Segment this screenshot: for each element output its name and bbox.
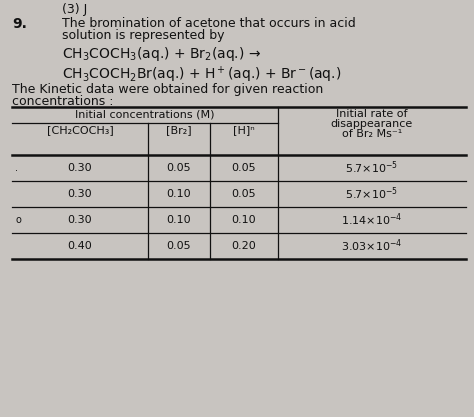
Text: o: o bbox=[15, 215, 21, 225]
Text: 0.05: 0.05 bbox=[167, 163, 191, 173]
Text: 0.05: 0.05 bbox=[232, 163, 256, 173]
Text: 0.05: 0.05 bbox=[167, 241, 191, 251]
Text: CH$_3$COCH$_3$(aq.) + Br$_2$(aq.) →: CH$_3$COCH$_3$(aq.) + Br$_2$(aq.) → bbox=[62, 45, 261, 63]
Text: 0.30: 0.30 bbox=[68, 215, 92, 225]
Text: 0.10: 0.10 bbox=[167, 189, 191, 199]
Text: of Br₂ Ms⁻¹: of Br₂ Ms⁻¹ bbox=[342, 129, 402, 139]
Text: 5.7×10$^{-5}$: 5.7×10$^{-5}$ bbox=[346, 186, 399, 202]
Text: 9.: 9. bbox=[12, 17, 27, 31]
Text: 0.30: 0.30 bbox=[68, 163, 92, 173]
Text: [H]ⁿ: [H]ⁿ bbox=[233, 125, 255, 135]
Text: solution is represented by: solution is represented by bbox=[62, 29, 225, 42]
Text: 0.40: 0.40 bbox=[68, 241, 92, 251]
Text: CH$_3$COCH$_2$Br(aq.) + H$^+$(aq.) + Br$^-$(aq.): CH$_3$COCH$_2$Br(aq.) + H$^+$(aq.) + Br$… bbox=[62, 65, 341, 85]
Text: (3) J: (3) J bbox=[62, 3, 87, 16]
Text: [CH₂COCH₃]: [CH₂COCH₃] bbox=[46, 125, 113, 135]
Text: 3.03×10$^{-4}$: 3.03×10$^{-4}$ bbox=[341, 238, 403, 254]
Text: 0.05: 0.05 bbox=[232, 189, 256, 199]
Text: 0.10: 0.10 bbox=[232, 215, 256, 225]
Text: disappearance: disappearance bbox=[331, 119, 413, 129]
Text: 1.14×10$^{-4}$: 1.14×10$^{-4}$ bbox=[341, 212, 403, 228]
Text: Initial concentrations (M): Initial concentrations (M) bbox=[75, 109, 215, 119]
Text: 0.30: 0.30 bbox=[68, 189, 92, 199]
Text: 0.20: 0.20 bbox=[232, 241, 256, 251]
Text: The Kinetic data were obtained for given reaction: The Kinetic data were obtained for given… bbox=[12, 83, 323, 96]
Text: [Br₂]: [Br₂] bbox=[166, 125, 192, 135]
Text: 0.10: 0.10 bbox=[167, 215, 191, 225]
Text: concentrations :: concentrations : bbox=[12, 95, 113, 108]
Text: Initial rate of: Initial rate of bbox=[336, 109, 408, 119]
Text: The bromination of acetone that occurs in acid: The bromination of acetone that occurs i… bbox=[62, 17, 356, 30]
Text: 5.7×10$^{-5}$: 5.7×10$^{-5}$ bbox=[346, 160, 399, 176]
Text: .: . bbox=[15, 163, 18, 173]
